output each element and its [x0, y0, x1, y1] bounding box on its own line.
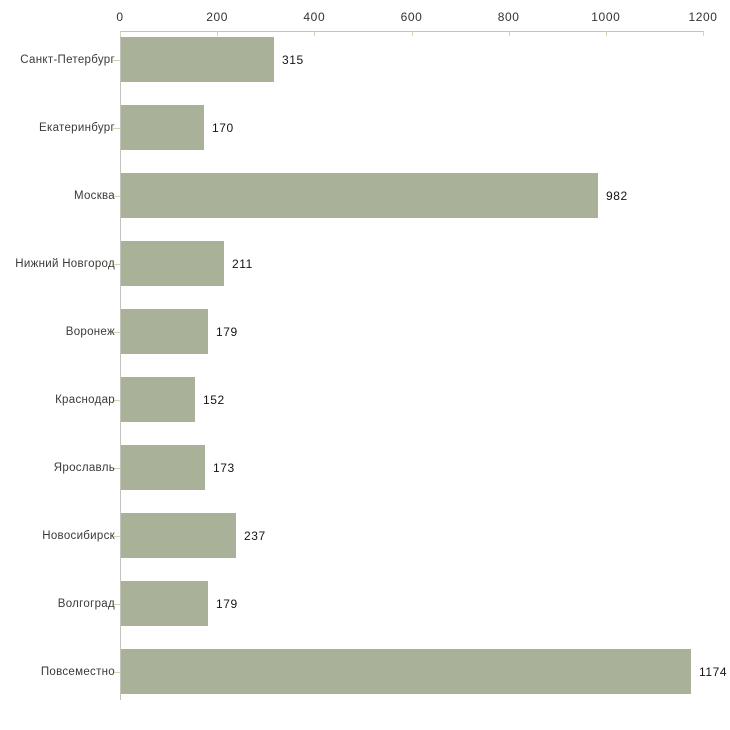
bar [121, 649, 691, 694]
category-label: Санкт-Петербург [20, 54, 115, 66]
y-tick-mark [113, 672, 120, 673]
bar [121, 37, 274, 82]
category-label: Краснодар [55, 394, 115, 406]
x-tick-label: 600 [400, 10, 423, 24]
value-label: 152 [203, 393, 225, 407]
y-tick-mark [113, 400, 120, 401]
x-tick-label: 200 [206, 10, 229, 24]
x-tick-mark [605, 31, 607, 36]
y-tick-mark [113, 604, 120, 605]
bar [121, 513, 236, 558]
category-label: Ярославль [53, 462, 115, 474]
value-label: 173 [213, 461, 235, 475]
x-tick-mark [217, 31, 219, 36]
x-tick-label: 0 [116, 10, 124, 24]
value-label: 170 [212, 121, 234, 135]
category-label: Повсеместно [40, 666, 115, 678]
bar [121, 105, 204, 150]
y-tick-mark [113, 332, 120, 333]
y-tick-mark [113, 264, 120, 265]
y-tick-mark [113, 60, 120, 61]
value-label: 179 [216, 325, 238, 339]
value-label: 237 [244, 529, 266, 543]
category-label: Москва [73, 190, 115, 202]
x-tick-label: 800 [497, 10, 520, 24]
x-tick-mark [508, 31, 510, 36]
category-label: Волгоград [57, 598, 115, 610]
value-label: 982 [606, 189, 628, 203]
y-tick-mark [113, 196, 120, 197]
bar [121, 581, 208, 626]
category-label: Екатеринбург [39, 122, 115, 134]
category-label: Новосибирск [42, 530, 115, 542]
y-tick-mark [113, 468, 120, 469]
y-tick-mark [113, 536, 120, 537]
y-tick-mark [113, 128, 120, 129]
x-tick-mark [120, 31, 121, 36]
category-label: Воронеж [65, 326, 115, 338]
y-axis-line [120, 31, 121, 700]
bar [121, 241, 224, 286]
bar [121, 309, 208, 354]
category-label: Нижний Новгород [15, 258, 115, 270]
x-tick-label: 400 [303, 10, 326, 24]
value-label: 179 [216, 597, 238, 611]
value-label: 315 [282, 53, 304, 67]
value-label: 1174 [699, 665, 728, 679]
bar [121, 173, 598, 218]
value-label: 211 [232, 257, 253, 271]
x-tick-mark [314, 31, 316, 36]
bar [121, 377, 195, 422]
bar [121, 445, 205, 490]
x-tick-mark [703, 31, 704, 36]
x-tick-label: 1000 [591, 10, 621, 24]
x-tick-mark [411, 31, 413, 36]
x-tick-label: 1200 [688, 10, 718, 24]
